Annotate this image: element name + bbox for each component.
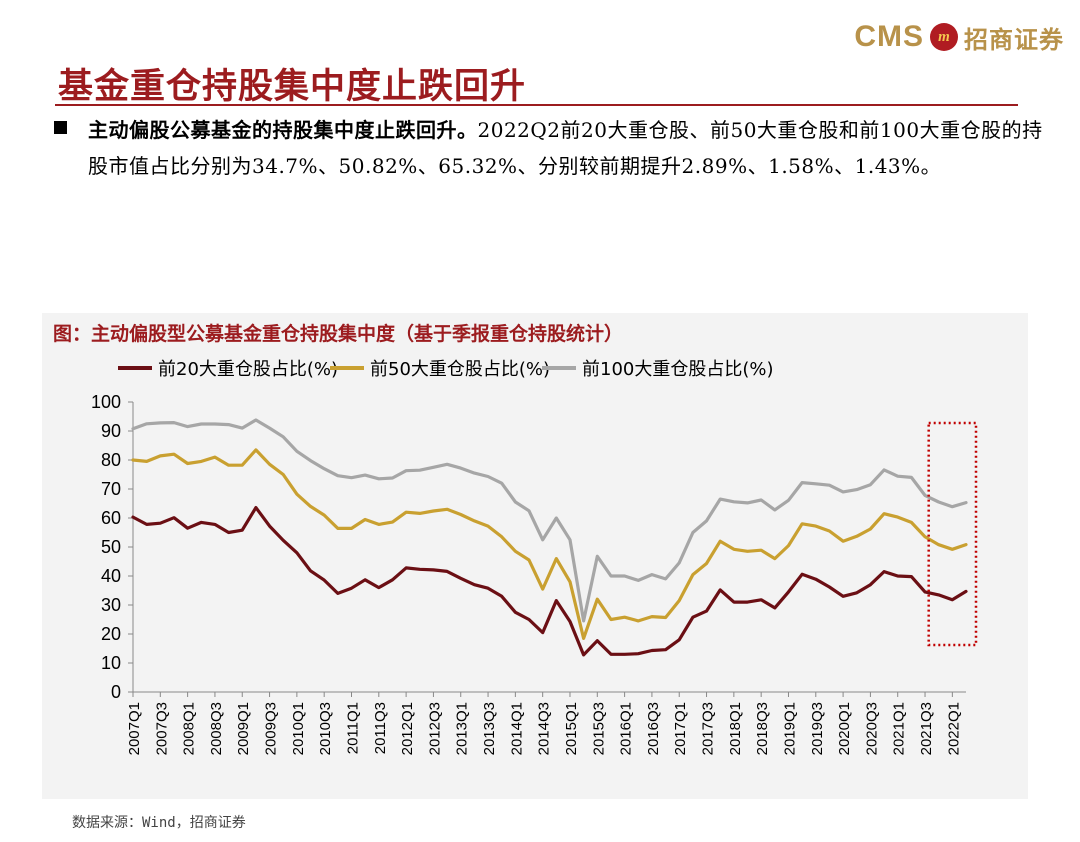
x-tick-label: 2015Q3	[590, 702, 607, 755]
y-tick-label: 0	[111, 682, 121, 702]
x-tick-label: 2011Q1	[344, 702, 361, 754]
source-note: 数据来源：Wind，招商证券	[72, 815, 246, 831]
x-tick-label: 2007Q1	[126, 702, 143, 755]
highlight-box	[927, 421, 978, 647]
x-tick-label: 2014Q1	[508, 702, 525, 755]
x-tick-label: 2011Q3	[372, 702, 389, 754]
title-divider	[55, 104, 1018, 106]
x-tick-label: 2013Q3	[481, 702, 498, 755]
y-tick-label: 100	[91, 392, 121, 412]
x-tick-label: 2017Q3	[700, 702, 717, 755]
brand-logo: CMS m 招商证券	[854, 18, 1064, 56]
series-line-top50	[131, 448, 968, 640]
x-tick-label: 2010Q1	[290, 702, 307, 755]
summary-lead: 主动偏股公募基金的持股集中度止跌回升。	[88, 118, 478, 142]
x-tick-label: 2016Q1	[618, 702, 635, 755]
y-tick-label: 80	[101, 450, 121, 470]
y-tick-label: 30	[101, 595, 121, 615]
y-tick-label: 70	[101, 479, 121, 499]
legend-label-top100: 前100大重仓股占比(%)	[582, 359, 774, 380]
logo-cms-text: CMS	[854, 20, 924, 53]
x-tick-label: 2015Q1	[563, 702, 580, 755]
x-tick-label: 2009Q1	[235, 702, 252, 755]
line-chart: 图：主动偏股型公募基金重仓持股集中度（基于季报重仓持股统计） 前20大重仓股占比(…	[53, 322, 978, 755]
x-tick-label: 2008Q1	[181, 702, 198, 755]
series-line-top20	[131, 506, 968, 657]
x-tick-label: 2021Q1	[891, 702, 908, 755]
x-tick-label: 2020Q3	[863, 702, 880, 755]
legend-label-top20: 前20大重仓股占比(%)	[158, 359, 338, 380]
summary-body: 2022Q2前20大重仓股、前50大重仓股和前100大重仓股的持股市值占比分别为…	[88, 118, 1043, 178]
x-tick-label: 2018Q1	[727, 702, 744, 755]
series-line-top100	[131, 418, 968, 623]
x-tick-label: 2022Q1	[945, 702, 962, 755]
x-tick-label: 2019Q1	[781, 702, 798, 755]
x-tick-label: 2009Q3	[263, 702, 280, 755]
x-tick-label: 2014Q3	[536, 702, 553, 755]
x-tick-label: 2007Q3	[153, 702, 170, 755]
y-tick-label: 10	[101, 653, 121, 673]
summary-paragraph: 主动偏股公募基金的持股集中度止跌回升。2022Q2前20大重仓股、前50大重仓股…	[88, 112, 1043, 184]
y-tick-label: 20	[101, 624, 121, 644]
x-tick-label: 2018Q3	[754, 702, 771, 755]
x-tick-label: 2012Q1	[399, 702, 416, 755]
x-tick-label: 2021Q3	[918, 702, 935, 755]
y-tick-label: 90	[101, 421, 121, 441]
y-tick-label: 50	[101, 537, 121, 557]
x-tick-label: 2012Q3	[426, 702, 443, 755]
x-tick-label: 2017Q1	[672, 702, 689, 755]
x-tick-label: 2019Q3	[809, 702, 826, 755]
x-tick-label: 2016Q3	[645, 702, 662, 755]
legend-label-top50: 前50大重仓股占比(%)	[370, 359, 550, 380]
chart-panel: 图：主动偏股型公募基金重仓持股集中度（基于季报重仓持股统计） 前20大重仓股占比(…	[42, 313, 1028, 799]
logo-company-name: 招商证券	[964, 25, 1064, 54]
x-tick-label: 2013Q1	[454, 702, 471, 755]
y-tick-label: 60	[101, 508, 121, 528]
page-title: 基金重仓持股集中度止跌回升	[58, 66, 527, 107]
x-tick-label: 2010Q3	[317, 702, 334, 755]
logo-badge-icon: m	[930, 23, 958, 51]
chart-title: 图：主动偏股型公募基金重仓持股集中度（基于季报重仓持股统计）	[53, 322, 623, 345]
bullet-square-icon	[54, 121, 67, 134]
x-tick-label: 2008Q3	[208, 702, 225, 755]
x-tick-label: 2020Q1	[836, 702, 853, 755]
y-tick-label: 40	[101, 566, 121, 586]
